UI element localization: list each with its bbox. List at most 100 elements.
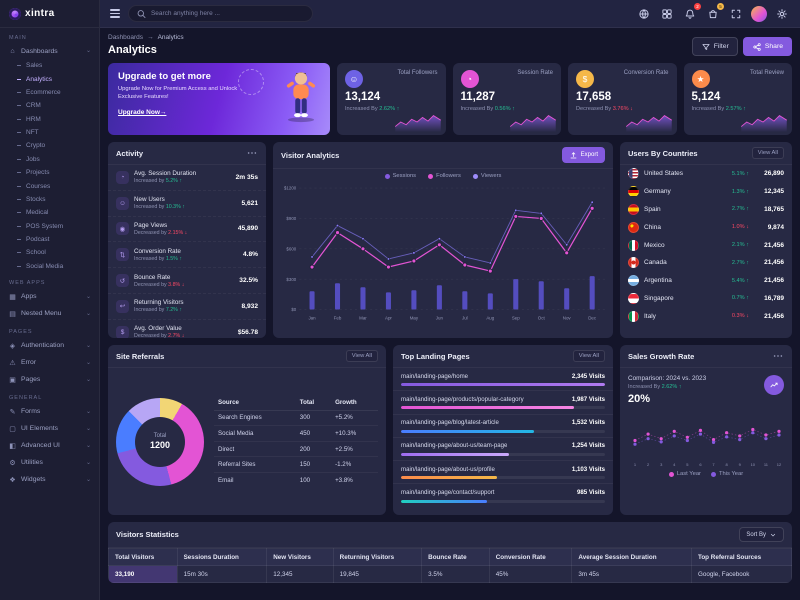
menu-toggle-button[interactable]	[110, 9, 120, 18]
landing-page-link[interactable]: main/landing-page/contact/support	[401, 489, 495, 496]
list-item[interactable]: ◔ Avg. Session Duration Increased by 5.2% …	[108, 165, 266, 191]
country-value: 18,765	[764, 205, 784, 213]
upgrade-now-link[interactable]: Upgrade Now→	[118, 109, 167, 117]
donut-center-value: 1200	[149, 440, 171, 450]
export-button[interactable]: Export	[561, 147, 605, 163]
search-input[interactable]	[150, 10, 305, 17]
column-header: Total	[295, 395, 332, 411]
card-title: Visitors Statistics	[116, 530, 179, 539]
svg-text:Oct: Oct	[538, 316, 546, 321]
landing-page-link[interactable]: main/landing-page/products/popular-categ…	[401, 395, 524, 403]
view-all-button[interactable]: View All	[572, 350, 605, 362]
sidebar-item-hrm[interactable]: HRM	[0, 113, 99, 126]
view-all-button[interactable]: View All	[751, 147, 784, 159]
sidebar-item-podcast[interactable]: Podcast	[0, 233, 99, 246]
growth-action-button[interactable]	[764, 375, 784, 395]
list-item[interactable]: ↺ Bounce Rate Decreased by 3.8% ↓ 32.5%	[108, 268, 266, 294]
landing-page-link[interactable]: main/landing-page/blog/latest-article	[401, 419, 499, 427]
sidebar-item-school[interactable]: School	[0, 246, 99, 259]
bell-icon[interactable]: 2	[682, 2, 701, 22]
landing-page-link[interactable]: main/landing-page/home	[401, 372, 469, 380]
chevron-down-icon: ⌄	[85, 425, 91, 432]
ui-elements-icon: ▢	[9, 425, 16, 433]
sort-by-button[interactable]: Sort By	[739, 527, 784, 542]
stat-value: 11,287	[460, 91, 496, 103]
sidebar-item-crypto[interactable]: Crypto	[0, 139, 99, 152]
sidebar-item-forms[interactable]: ✎ Forms ⌄	[0, 403, 99, 420]
list-item[interactable]: Singapore 0.7% ↑ 16,789	[620, 289, 792, 307]
svg-text:May: May	[410, 316, 419, 321]
landing-page-link[interactable]: main/landing-page/about-us/team-page	[401, 442, 508, 450]
sidebar-item-sales[interactable]: Sales	[0, 59, 99, 72]
grid-icon[interactable]	[659, 6, 675, 22]
list-item[interactable]: China 1.0% ↓ 9,874	[620, 218, 792, 236]
sidebar-item-medical[interactable]: Medical	[0, 206, 99, 219]
list-item[interactable]: Italy 0.3% ↓ 21,456	[620, 307, 792, 325]
table-row[interactable]: Direct 200 +2.5%	[214, 441, 378, 458]
widgets-icon: ❖	[9, 476, 16, 484]
more-options-icon[interactable]	[772, 350, 784, 362]
sidebar-item-analytics[interactable]: Analytics	[0, 72, 99, 85]
stat-value: 5,124	[691, 91, 721, 103]
bag-icon[interactable]: 5	[705, 2, 724, 22]
bullet-icon	[17, 239, 21, 241]
sidebar-item-apps[interactable]: ▦ Apps ⌄	[0, 288, 99, 305]
global-search[interactable]	[128, 5, 313, 22]
table-row[interactable]: Social Media 450 +10.3%	[214, 425, 378, 442]
sidebar-item-label: Utilities	[21, 459, 43, 466]
stat-change: Increased By 2.57% ↑	[691, 106, 746, 112]
sidebar-item-courses[interactable]: Courses	[0, 179, 99, 192]
gear-icon[interactable]	[774, 6, 790, 22]
brand-logo[interactable]: xintra	[0, 0, 99, 28]
sidebar-item-projects[interactable]: Projects	[0, 166, 99, 179]
sidebar-item-pages[interactable]: ▣ Pages ⌄	[0, 371, 99, 388]
table-row[interactable]: 33,190 15m 30s 12,345 19,845 3.5% 45% 3m 45s Go…	[108, 565, 792, 583]
list-item[interactable]: Canada 2.7% ↑ 21,456	[620, 254, 792, 272]
list-item[interactable]: Mexico 2.1% ↑ 21,456	[620, 236, 792, 254]
landing-page-link[interactable]: main/landing-page/about-us/profile	[401, 465, 495, 473]
filter-button[interactable]: Filter	[691, 37, 738, 56]
list-item[interactable]: $ Avg. Order Value Decreased by 2.7% ↓ $56.…	[108, 320, 266, 338]
translate-icon[interactable]	[636, 6, 652, 22]
export-icon	[569, 151, 578, 160]
sidebar-item-jobs[interactable]: Jobs	[0, 153, 99, 166]
list-item[interactable]: Spain 2.7% ↑ 18,765	[620, 201, 792, 219]
country-name: Mexico	[644, 241, 665, 249]
breadcrumb-item[interactable]: Dashboards	[108, 34, 144, 41]
list-item[interactable]: Argentina 5.4% ↑ 21,456	[620, 272, 792, 290]
progress-bar	[401, 499, 605, 503]
list-item[interactable]: ☺ New Users Increased by 10.3% ↑ 5,621	[108, 191, 266, 217]
sidebar-item-nft[interactable]: NFT	[0, 126, 99, 139]
sidebar-item-error[interactable]: ⚠ Error ⌄	[0, 354, 99, 371]
list-item[interactable]: ⇅ Conversion Rate Increased by 1.5% ↑ 4.8%	[108, 242, 266, 269]
fullscreen-icon[interactable]	[728, 6, 744, 22]
more-options-icon[interactable]	[246, 147, 258, 159]
flag-ca-icon	[628, 257, 639, 269]
share-button[interactable]: Share	[742, 37, 792, 56]
table-row[interactable]: Referral Sites 150 -1.2%	[214, 456, 378, 473]
sidebar-item-social-media[interactable]: Social Media	[0, 260, 99, 273]
sidebar-item-authentication[interactable]: ◈ Authentication ⌄	[0, 337, 99, 354]
legend-item: Followers	[428, 173, 461, 179]
sidebar-item-crm[interactable]: CRM	[0, 99, 99, 112]
referral-source: Direct	[214, 441, 296, 458]
list-item[interactable]: ↩ Returning Visitors Increased by 7.2% ↑ 8,…	[108, 294, 266, 320]
sidebar-item-advanced-ui[interactable]: ◧ Advanced UI ⌄	[0, 437, 99, 454]
avatar[interactable]	[751, 5, 767, 22]
view-all-button[interactable]: View All	[345, 350, 378, 362]
list-item[interactable]: ◉ Page Views Decreased by 2.15% ↓ 45,890	[108, 217, 266, 243]
sidebar-item-nested-menu[interactable]: ▤ Nested Menu ⌄	[0, 305, 99, 322]
card-title: Users By Countries	[628, 148, 698, 158]
country-value: 21,456	[764, 277, 784, 285]
sidebar-item-ecommerce[interactable]: Ecommerce	[0, 86, 99, 99]
sidebar-item-dashboards[interactable]: ⌂ Dashboards ⌄	[0, 43, 99, 59]
sidebar-item-stocks[interactable]: Stocks	[0, 193, 99, 206]
list-item[interactable]: Germany 1.3% ↑ 12,345	[620, 183, 792, 201]
list-item[interactable]: United States 5.1% ↑ 26,890	[620, 165, 792, 183]
table-row[interactable]: Search Engines 300 +5.2%	[214, 410, 378, 427]
sidebar-item-utilities[interactable]: ⚙ Utilities ⌄	[0, 454, 99, 471]
sidebar-item-ui-elements[interactable]: ▢ UI Elements ⌄	[0, 420, 99, 437]
table-row[interactable]: Email 100 +3.8%	[214, 472, 378, 487]
sidebar-item-widgets[interactable]: ❖ Widgets ⌄	[0, 471, 99, 488]
sidebar-item-pos-system[interactable]: POS System	[0, 220, 99, 233]
